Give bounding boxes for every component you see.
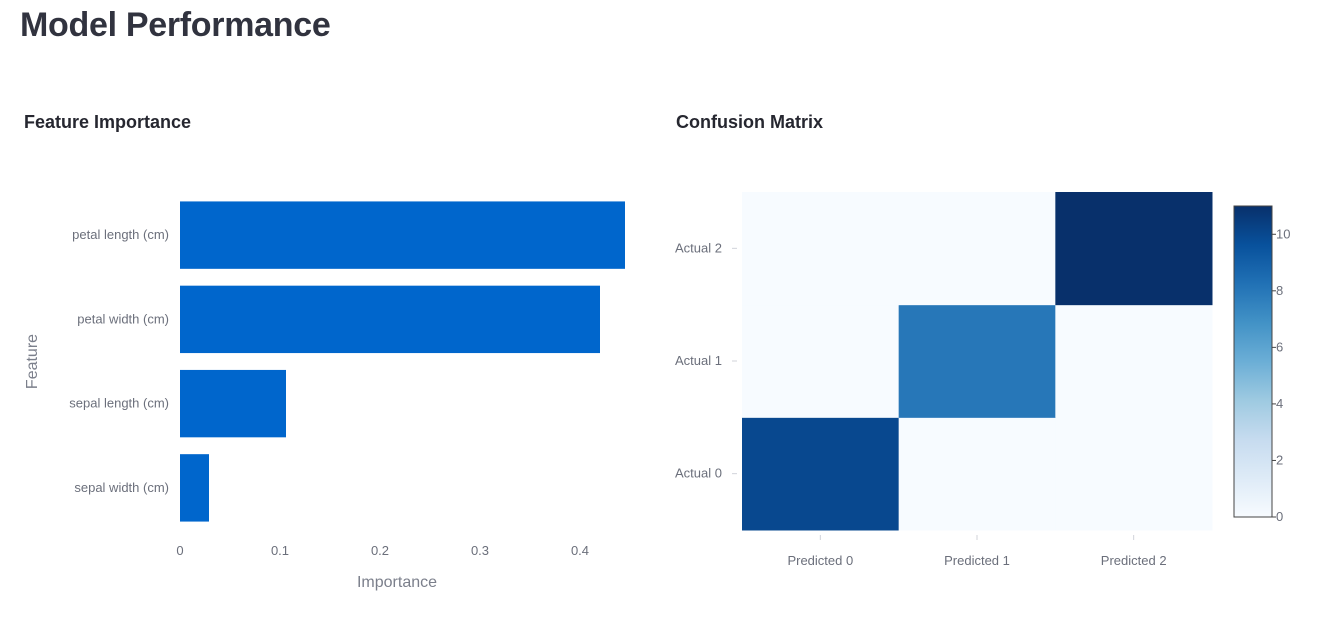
- heatmap-cell: [1055, 417, 1213, 531]
- feature-importance-chart: petal length (cm) petal width (cm) sepal l…: [24, 201, 625, 591]
- x-tick-label: 0.4: [571, 543, 589, 558]
- x-tick-label: 0.1: [271, 543, 289, 558]
- confusion-matrix-title: Confusion Matrix: [676, 112, 823, 132]
- feature-importance-title: Feature Importance: [24, 112, 192, 132]
- y-tick-label: Actual 1: [675, 353, 722, 368]
- x-tick-label: 0: [176, 543, 183, 558]
- y-tick-label: petal length (cm): [72, 227, 169, 242]
- x-tick-label: Predicted 0: [787, 553, 853, 568]
- heatmap-cell: [742, 417, 900, 531]
- heatmap-cell: [898, 192, 1056, 306]
- bar-petal-length-cm: [180, 201, 625, 269]
- colorbar-tick-label: 4: [1276, 396, 1283, 411]
- bar-petal-width-cm: [180, 285, 600, 354]
- heatmap-cell: [1055, 304, 1213, 418]
- colorbar-tick-label: 2: [1276, 452, 1283, 467]
- bar-sepal-length-cm: [180, 369, 286, 438]
- colorbar-tick-label: 0: [1276, 509, 1283, 524]
- bar-sepal-width-cm: [180, 454, 209, 522]
- colorbar-tick-label: 8: [1276, 283, 1283, 298]
- colorbar-tick-label: 10: [1276, 226, 1290, 241]
- page-title: Model Performance: [20, 6, 331, 44]
- y-tick-label: sepal length (cm): [69, 396, 169, 411]
- heatmap-cell: [1055, 192, 1213, 306]
- y-tick-label: Actual 0: [675, 466, 722, 481]
- y-tick-label: sepal width (cm): [74, 480, 169, 495]
- heatmap-cell: [742, 304, 900, 418]
- x-tick-label: Predicted 2: [1101, 553, 1167, 568]
- y-axis-title: Feature: [24, 334, 41, 389]
- x-tick-label: 0.2: [371, 543, 389, 558]
- heatmap-cell: [898, 304, 1056, 418]
- y-tick-label: petal width (cm): [77, 311, 169, 326]
- x-tick-label: 0.3: [471, 543, 489, 558]
- colorbar-tick-label: 6: [1276, 339, 1283, 354]
- heatmap-cell: [742, 192, 900, 306]
- y-tick-label: Actual 2: [675, 240, 722, 255]
- x-tick-label: Predicted 1: [944, 553, 1010, 568]
- x-axis-title: Importance: [357, 574, 437, 591]
- heatmap-cell: [898, 417, 1056, 531]
- colorbar: [1233, 205, 1273, 518]
